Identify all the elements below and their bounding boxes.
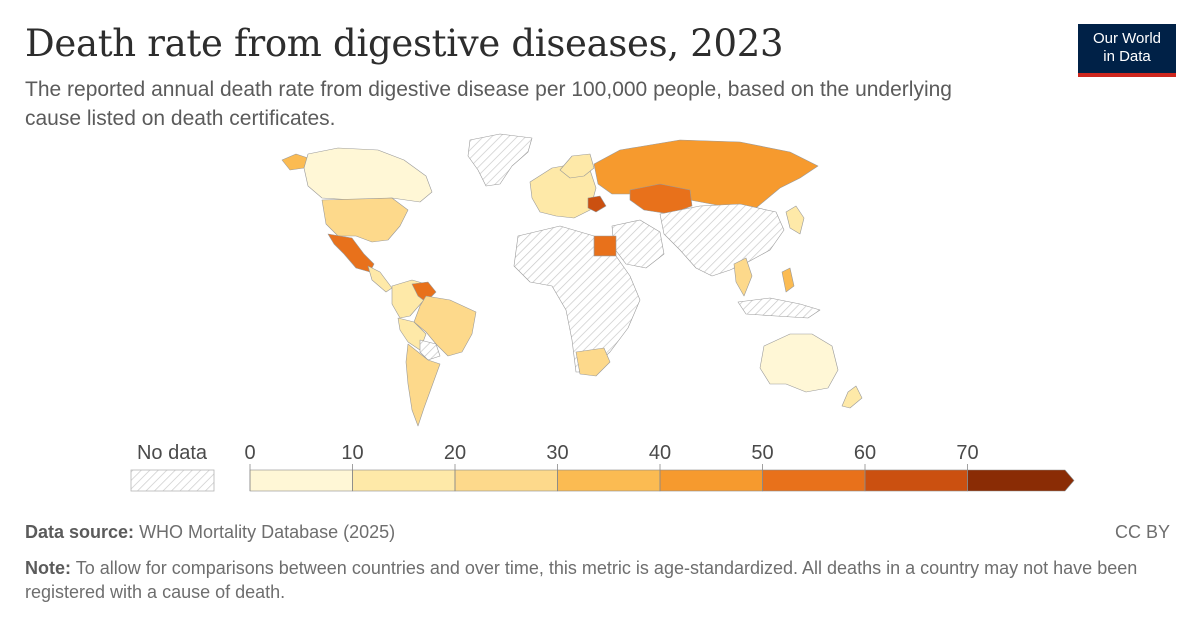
map-philippines[interactable] xyxy=(781,267,795,293)
legend-bin-5[interactable] xyxy=(762,469,866,492)
map-central-america[interactable] xyxy=(367,265,393,293)
map-hungary-romania[interactable] xyxy=(587,195,607,213)
map-indonesia[interactable] xyxy=(737,297,821,319)
map-paraguay[interactable] xyxy=(419,339,441,361)
legend-tick-label-7: 70 xyxy=(956,442,978,464)
map-argentina-chile[interactable] xyxy=(405,343,441,427)
map-canada[interactable] xyxy=(303,147,433,203)
map-south-africa[interactable] xyxy=(575,347,611,377)
note-label: Note: xyxy=(25,558,71,578)
data-source: Data source: WHO Mortality Database (202… xyxy=(25,522,395,543)
map-asia-no-data[interactable] xyxy=(659,203,785,277)
map-africa[interactable] xyxy=(513,225,641,373)
legend-bin-2[interactable] xyxy=(454,469,558,492)
legend-no-data-swatch xyxy=(130,469,215,492)
map-southeast-asia[interactable] xyxy=(733,257,753,297)
legend-tick-label-3: 30 xyxy=(546,442,568,464)
chart-subtitle: The reported annual death rate from dige… xyxy=(25,78,952,130)
legend-tick-label-5: 50 xyxy=(751,442,773,464)
legend-no-data-label: No data xyxy=(137,442,208,464)
legend-bin-6[interactable] xyxy=(864,469,968,492)
legend-tick-label-2: 20 xyxy=(444,442,466,464)
legend-tick-label-0: 0 xyxy=(244,442,255,464)
map-scandinavia[interactable] xyxy=(559,153,595,179)
legend-bin-0[interactable] xyxy=(249,469,353,492)
legend-tick-label-1: 10 xyxy=(341,442,363,464)
map-usa[interactable] xyxy=(321,197,409,243)
legend-tick-label-6: 60 xyxy=(854,442,876,464)
map-brazil[interactable] xyxy=(413,295,477,357)
data-source-link[interactable]: WHO Mortality Database (2025) xyxy=(139,522,396,542)
legend-bin-7[interactable] xyxy=(967,469,1075,492)
map-greenland[interactable] xyxy=(467,133,533,187)
legend-bin-3[interactable] xyxy=(557,469,661,492)
map-new-zealand[interactable] xyxy=(841,385,863,409)
logo-line-1: Our World xyxy=(1092,30,1162,47)
note-text: To allow for comparisons between countri… xyxy=(25,558,1138,602)
owid-logo[interactable]: Our World in Data xyxy=(1078,24,1176,77)
logo-line-2: in Data xyxy=(1103,48,1151,65)
chart-note: Note: To allow for comparisons between c… xyxy=(25,556,1145,604)
legend-bin-1[interactable] xyxy=(352,469,456,492)
map-japan[interactable] xyxy=(785,205,805,235)
legend-tick-label-4: 40 xyxy=(649,442,671,464)
license-link[interactable]: CC BY xyxy=(1114,522,1170,542)
legend-bin-4[interactable] xyxy=(659,469,763,492)
chart-title: Death rate from digestive diseases, 2023 xyxy=(25,22,784,65)
map-australia[interactable] xyxy=(759,333,839,393)
data-source-label: Data source: xyxy=(25,522,135,542)
